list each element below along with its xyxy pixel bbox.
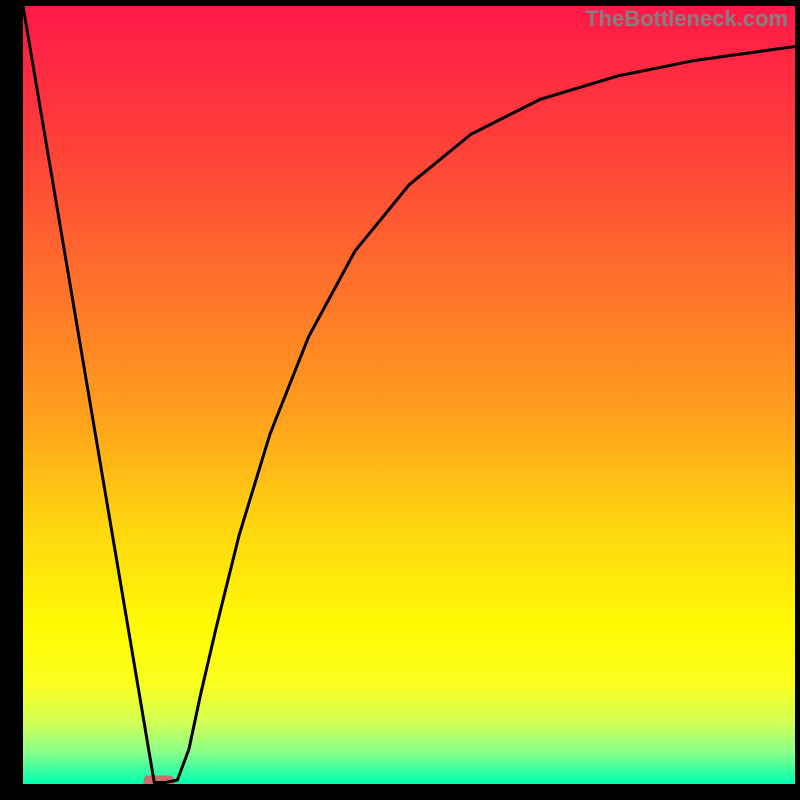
chart-svg [23,6,795,784]
gradient-background [23,6,795,784]
figure-container: TheBottleneck.com [0,0,800,800]
watermark-text: TheBottleneck.com [585,6,788,32]
plot-area [23,6,795,784]
